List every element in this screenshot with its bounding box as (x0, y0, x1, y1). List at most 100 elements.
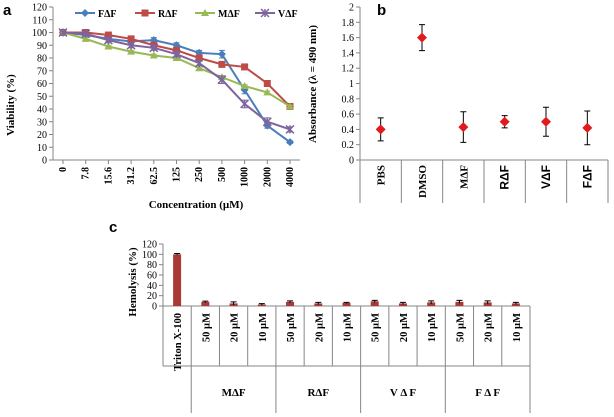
hemolysis-error-bar (428, 300, 435, 304)
absorbance-y-tick-label: 1.8 (342, 18, 355, 29)
hemolysis-y-tick-label: 60 (147, 271, 157, 282)
hemolysis-bar-label: 10 µM (258, 313, 269, 342)
viability-y-tick-label: 30 (37, 117, 47, 128)
viability-data-point (241, 63, 249, 71)
absorbance-y-tick-label: 0 (349, 156, 354, 167)
absorbance-y-tick-label: 2 (349, 3, 354, 14)
hemolysis-error-bar (343, 301, 350, 304)
hemolysis-bar-label: 50 µM (286, 313, 297, 342)
viability-data-point (126, 40, 136, 50)
viability-data-point (286, 102, 294, 110)
absorbance-y-tick-label: 0.6 (342, 110, 355, 121)
absorbance-data-point (458, 122, 469, 133)
viability-x-tick-label: 31.2 (126, 167, 137, 185)
absorbance-category-label: RΔF (498, 165, 512, 190)
viability-y-tick-label: 60 (37, 79, 47, 90)
legend-marker (81, 9, 89, 17)
viability-y-tick-label: 10 (37, 143, 47, 154)
hemolysis-bar (342, 302, 351, 306)
viability-x-tick-label: 62.5 (149, 167, 160, 185)
absorbance-y-tick-label: 0.2 (342, 140, 355, 151)
viability-data-point (58, 27, 68, 38)
legend-marker (201, 9, 209, 16)
hemolysis-bar (173, 254, 182, 306)
viability-data-point (240, 99, 250, 109)
hemolysis-bar (370, 301, 379, 306)
viability-y-tick-label: 70 (37, 66, 47, 77)
viability-y-tick-label: 80 (37, 54, 47, 65)
viability-x-tick-label: 15.6 (103, 167, 114, 185)
hemolysis-bar (286, 301, 295, 306)
viability-x-tick-label: 125 (172, 167, 183, 182)
hemolysis-y-tick-label: 80 (147, 260, 157, 271)
hemolysis-group-label: RΔF (307, 387, 329, 399)
viability-y-tick-label: 100 (32, 28, 47, 39)
absorbance-y-tick-label: 1.4 (342, 48, 355, 59)
viability-y-tick-label: 90 (37, 41, 47, 52)
panel-label-b: b (377, 2, 386, 19)
viability-data-point (149, 51, 158, 59)
viability-y-tick-label: 50 (37, 92, 47, 103)
panel-label-c: c (109, 219, 117, 236)
hemolysis-bar (511, 303, 520, 306)
viability-data-point (285, 124, 295, 134)
hemolysis-group-label: V Δ F (390, 387, 417, 399)
viability-y-tick-label: 20 (37, 130, 47, 141)
viability-x-axis-label: Concentration (µM) (149, 199, 244, 211)
hemolysis-bar-label: 20 µM (399, 313, 410, 342)
hemolysis-y-tick-label: 120 (142, 240, 157, 251)
absorbance-category-label: DMSO (417, 165, 429, 198)
viability-data-point (81, 29, 91, 39)
absorbance-y-tick-label: 1.2 (342, 64, 355, 75)
hemolysis-error-bar (287, 300, 294, 303)
absorbance-data-point (375, 124, 386, 135)
absorbance-y-tick-label: 1.6 (342, 33, 355, 44)
absorbance-category-label: VΔF (539, 165, 553, 189)
absorbance-y-tick-label: 0.8 (342, 94, 355, 105)
hemolysis-error-bar (315, 301, 322, 305)
hemolysis-error-bar (512, 301, 519, 305)
absorbance-y-tick-label: 1 (349, 79, 354, 90)
absorbance-category-label: MΔF (458, 165, 470, 189)
hemolysis-error-bar (484, 300, 491, 304)
legend-label: MΔF (218, 9, 240, 20)
viability-data-point (262, 117, 272, 127)
viability-data-point (263, 80, 271, 87)
viability-data-point (218, 60, 226, 68)
viability-data-point (171, 49, 182, 59)
absorbance-category-label: FΔF (580, 165, 594, 188)
hemolysis-bar-label: 20 µM (484, 313, 495, 342)
hemolysis-y-tick-label: 100 (142, 250, 157, 261)
legend-label: VΔF (278, 9, 298, 20)
viability-data-point (195, 54, 203, 62)
viability-data-point (263, 88, 272, 96)
viability-x-tick-label: 0 (58, 167, 69, 172)
absorbance-y-axis-label: Absorbance (λ = 490 nm) (307, 25, 319, 143)
legend-label: RΔF (158, 9, 178, 20)
viability-x-tick-label: 4000 (285, 167, 296, 187)
hemolysis-bar (427, 302, 436, 306)
hemolysis-y-axis-label: Hemolysis (%) (127, 247, 139, 317)
legend-label: FΔF (98, 9, 117, 20)
viability-y-tick-label: 110 (32, 15, 47, 26)
absorbance-chart: 0 0.2 0.4 0.6 0.8 1 1.2 1.4 1.6 1.8 2 PBS DMSO MΔF RΔF… (342, 3, 609, 203)
legend-marker (260, 8, 270, 18)
hemolysis-error-bar (174, 253, 181, 256)
panel-label-a: a (3, 2, 12, 19)
legend-marker (141, 9, 149, 17)
absorbance-data-point (499, 116, 510, 127)
hemolysis-bar-label: 20 µM (230, 313, 241, 342)
viability-x-tick-label: 7.8 (81, 167, 92, 180)
viability-data-point (194, 58, 204, 68)
hemolysis-bar-label: 10 µM (343, 313, 354, 342)
viability-y-tick-label: 40 (37, 105, 47, 116)
absorbance-data-point (582, 122, 593, 133)
absorbance-data-point (417, 32, 427, 43)
viability-data-point (103, 35, 113, 45)
hemolysis-error-bar (230, 301, 237, 305)
hemolysis-bar-label: Triton X-100 (173, 313, 184, 371)
hemolysis-group-label: F Δ F (475, 387, 500, 399)
viability-data-point (127, 47, 136, 55)
absorbance-data-point (541, 116, 551, 127)
